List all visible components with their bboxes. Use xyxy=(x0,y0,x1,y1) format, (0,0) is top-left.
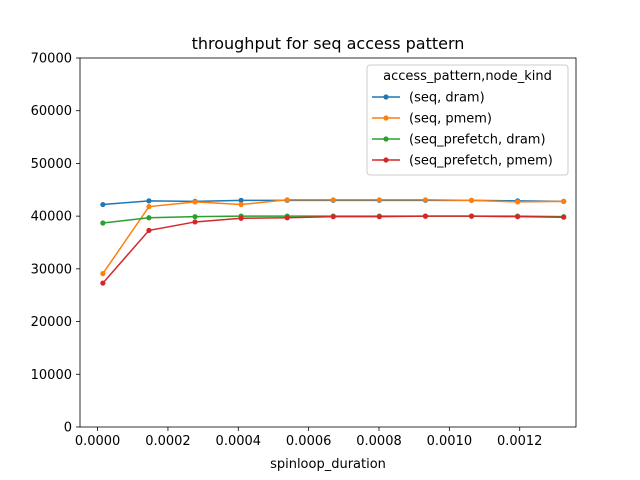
data-point xyxy=(515,199,521,205)
legend-entry: (seq_prefetch, pmem) xyxy=(372,154,553,169)
legend-entry: (seq_prefetch, dram) xyxy=(372,133,546,148)
y-tick-label: 70000 xyxy=(31,52,72,67)
x-tick-label: 0.0006 xyxy=(286,434,332,449)
legend: access_pattern,node_kind (seq, dram) (seq,… xyxy=(366,64,569,176)
plot-area xyxy=(100,197,567,286)
data-point xyxy=(422,213,429,219)
data-point xyxy=(422,197,429,203)
data-point xyxy=(238,215,244,221)
data-point xyxy=(146,215,152,221)
data-point xyxy=(468,197,475,203)
y-tick-label: 20000 xyxy=(31,315,72,330)
y-tick-label: 40000 xyxy=(31,210,72,225)
y-tick-label: 50000 xyxy=(31,157,72,172)
legend-marker xyxy=(383,115,389,121)
data-point xyxy=(376,214,382,220)
data-point xyxy=(561,198,567,204)
data-point xyxy=(284,197,290,203)
data-point xyxy=(192,199,198,205)
legend-entry: (seq, pmem) xyxy=(372,112,492,127)
legend-label: (seq_prefetch, pmem) xyxy=(409,154,553,169)
data-point xyxy=(515,214,521,220)
data-point xyxy=(330,214,336,220)
x-tick-label: 0.0008 xyxy=(356,434,402,449)
data-point xyxy=(192,219,198,225)
chart-title: throughput for seq access pattern xyxy=(192,34,465,53)
y-tick-label: 30000 xyxy=(31,262,72,277)
data-point xyxy=(100,271,106,277)
series-1 xyxy=(100,197,567,277)
legend-label: (seq, dram) xyxy=(409,91,485,106)
data-point xyxy=(146,204,152,210)
x-tick-label: 0.0010 xyxy=(427,434,473,449)
legend-marker xyxy=(383,136,389,142)
legend-marker xyxy=(383,94,389,100)
data-point xyxy=(146,227,152,233)
data-point xyxy=(238,201,244,208)
series-line xyxy=(102,215,564,284)
legend-title: access_pattern,node_kind xyxy=(383,69,552,84)
data-point xyxy=(100,201,106,208)
y-tick-label: 60000 xyxy=(31,104,72,119)
y-tick-label: 10000 xyxy=(31,368,72,383)
data-point xyxy=(284,215,290,221)
axes-frame xyxy=(79,57,577,428)
data-point xyxy=(100,220,106,226)
y-tick-label: 0 xyxy=(64,421,72,436)
x-tick-label: 0.0002 xyxy=(145,434,191,449)
data-point xyxy=(468,213,475,219)
data-point xyxy=(100,280,106,286)
series-line xyxy=(102,199,564,275)
axes: 0.0000 0.0002 0.0004 0.0006 0.0008 0.0010 0.00… xyxy=(31,52,577,449)
data-point xyxy=(561,214,567,220)
data-point xyxy=(376,197,382,203)
legend-label: (seq_prefetch, dram) xyxy=(409,133,546,148)
x-tick-label: 0.0000 xyxy=(75,434,121,449)
series-3 xyxy=(100,213,567,286)
x-tick-label: 0.0012 xyxy=(497,434,543,449)
legend-marker xyxy=(383,157,389,163)
legend-label: (seq, pmem) xyxy=(409,112,492,127)
data-point xyxy=(146,198,152,204)
data-point xyxy=(238,197,244,203)
data-point xyxy=(192,214,198,220)
data-point xyxy=(330,197,336,203)
x-axis-label: spinloop_duration xyxy=(270,457,386,472)
legend-entry: (seq, dram) xyxy=(372,91,485,106)
x-tick-label: 0.0004 xyxy=(216,434,262,449)
legend-box xyxy=(366,64,569,176)
